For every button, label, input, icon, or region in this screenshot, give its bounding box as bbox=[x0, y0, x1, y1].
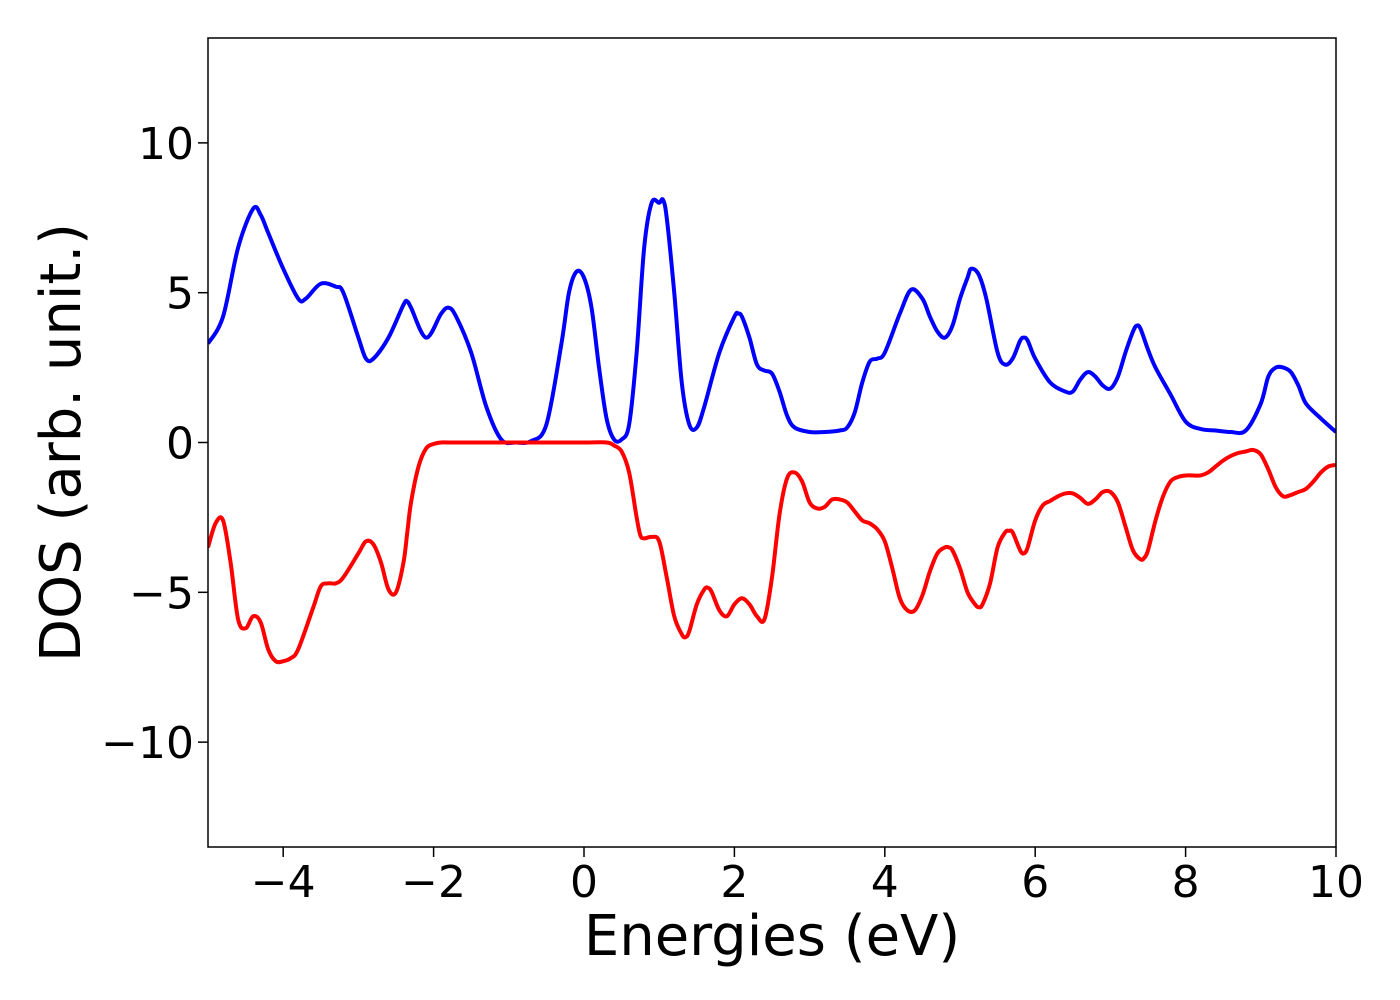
y-tick-label: −10 bbox=[101, 718, 194, 769]
x-tick-label: 0 bbox=[570, 857, 598, 908]
x-tick-label: 8 bbox=[1172, 857, 1200, 908]
x-tick-label: 10 bbox=[1308, 857, 1364, 908]
y-tick-label: 5 bbox=[166, 269, 194, 320]
x-tick-label: 2 bbox=[720, 857, 748, 908]
y-axis-ticks: 10 5 0 −5 −10 bbox=[101, 119, 208, 769]
series-layer bbox=[208, 197, 1336, 665]
series-line-1 bbox=[208, 440, 1336, 665]
y-axis-label: DOS (arb. unit.) bbox=[29, 223, 94, 662]
x-tick-label: −4 bbox=[251, 857, 316, 908]
x-tick-label: 6 bbox=[1021, 857, 1049, 908]
y-tick-label: −5 bbox=[129, 568, 194, 619]
x-tick-label: −2 bbox=[401, 857, 466, 908]
y-tick-label: 10 bbox=[138, 119, 194, 170]
x-tick-label: 4 bbox=[871, 857, 899, 908]
x-axis-ticks: −4 −2 0 2 4 6 8 10 bbox=[251, 847, 1364, 908]
y-tick-label: 0 bbox=[166, 419, 194, 470]
series-line-0 bbox=[208, 197, 1336, 446]
x-axis-label: Energies (eV) bbox=[584, 904, 960, 969]
